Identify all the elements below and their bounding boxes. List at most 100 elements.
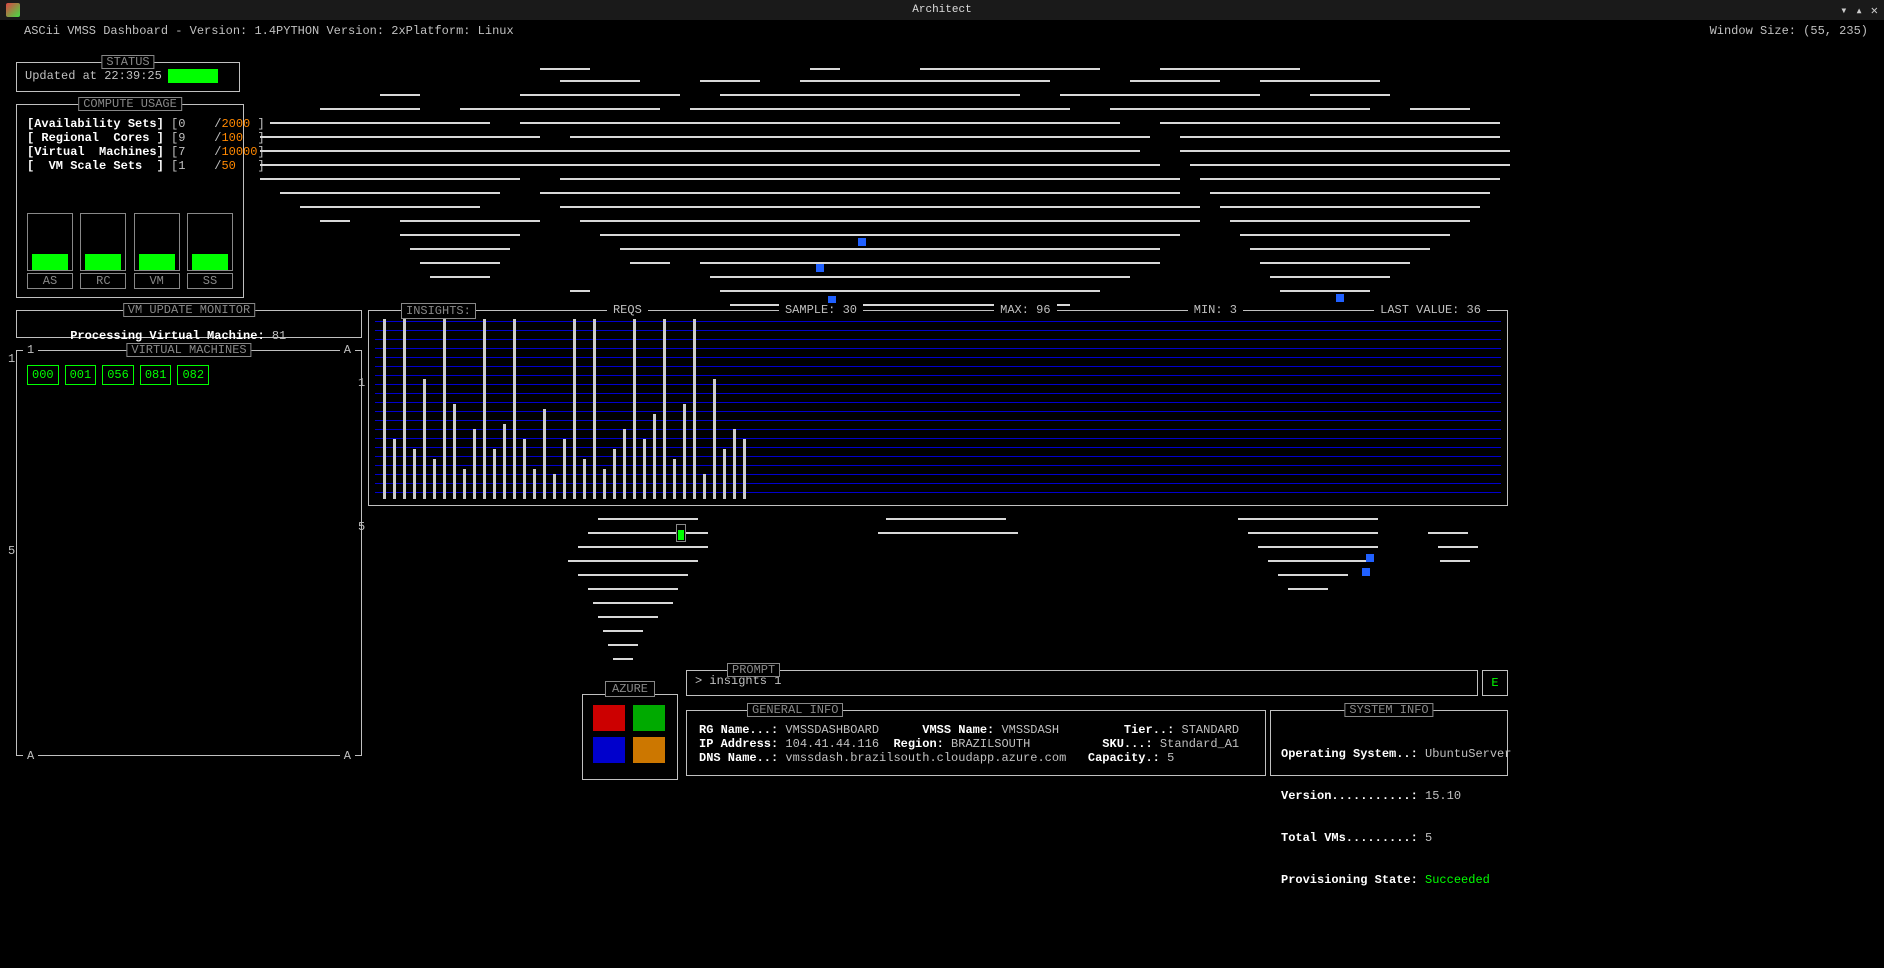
virtual-machines-panel: 1 VIRTUAL MACHINES A 000001056081082 A A bbox=[16, 350, 362, 756]
titlebar: Architect ▾ ▴ ✕ bbox=[0, 0, 1884, 20]
map-marker-icon bbox=[858, 238, 866, 246]
chart-bar bbox=[683, 404, 686, 499]
chart-bar bbox=[613, 449, 616, 499]
map-line bbox=[320, 220, 350, 222]
map-line bbox=[1438, 546, 1478, 548]
chart-bar bbox=[553, 474, 556, 499]
status-bar-icon bbox=[168, 69, 218, 83]
insights-last: LAST VALUE: 36 bbox=[1374, 303, 1487, 319]
system-tot-k: Total VMs.........: bbox=[1281, 831, 1418, 845]
window-title: Architect bbox=[912, 4, 971, 16]
map-line bbox=[540, 192, 1180, 194]
chart-bar bbox=[593, 319, 596, 499]
azure-color-swatch bbox=[593, 705, 625, 731]
map-line bbox=[1180, 136, 1500, 138]
map-line bbox=[1280, 290, 1370, 292]
vm-item[interactable]: 082 bbox=[177, 365, 209, 385]
map-line bbox=[588, 588, 678, 590]
map-line bbox=[1428, 532, 1468, 534]
chart-bar bbox=[723, 449, 726, 499]
map-line bbox=[260, 164, 1160, 166]
map-line bbox=[410, 248, 510, 250]
system-prov-k: Provisioning State: bbox=[1281, 873, 1418, 887]
map-line bbox=[800, 80, 1050, 82]
map-line bbox=[1180, 150, 1510, 152]
vm-item[interactable]: 001 bbox=[65, 365, 97, 385]
vm-update-value: 81 bbox=[272, 329, 286, 343]
map-line bbox=[1310, 94, 1390, 96]
map-line bbox=[380, 94, 420, 96]
map-line bbox=[520, 122, 1120, 124]
chart-bar bbox=[523, 439, 526, 499]
map-line bbox=[613, 658, 633, 660]
gauge-as: AS bbox=[27, 213, 73, 289]
map-line bbox=[420, 262, 500, 264]
map-line bbox=[593, 602, 673, 604]
map-line bbox=[603, 630, 643, 632]
map-line bbox=[578, 574, 688, 576]
dashboard-version: ASCii VMSS Dashboard - Version: 1.4 bbox=[24, 24, 276, 38]
map-line bbox=[300, 206, 480, 208]
gauge-ss: SS bbox=[187, 213, 233, 289]
chart-bar bbox=[503, 424, 506, 499]
map-line bbox=[878, 532, 1018, 534]
system-os-k: Operating System..: bbox=[1281, 747, 1418, 761]
map-line bbox=[320, 108, 420, 110]
location-marker-icon bbox=[676, 524, 686, 542]
gridline bbox=[375, 402, 1501, 403]
map-line bbox=[270, 122, 490, 124]
chart-bar bbox=[673, 459, 676, 499]
chart-bar bbox=[403, 319, 406, 499]
map-line bbox=[1110, 108, 1370, 110]
chart-bar bbox=[433, 459, 436, 499]
chart-bar bbox=[443, 319, 446, 499]
gridline bbox=[375, 348, 1501, 349]
status-title: STATUS bbox=[101, 55, 154, 69]
vm-item[interactable]: 081 bbox=[140, 365, 172, 385]
vm-item[interactable]: 056 bbox=[102, 365, 134, 385]
chart-bar bbox=[643, 439, 646, 499]
insights-panel: INSIGHTS: REQS SAMPLE: 30 MAX: 96 MIN: 3… bbox=[368, 310, 1508, 506]
chart-bar bbox=[693, 319, 696, 499]
chart-bar bbox=[633, 319, 636, 499]
map-marker-icon bbox=[816, 264, 824, 272]
maximize-icon[interactable]: ▴ bbox=[1856, 3, 1863, 18]
insights-side-marker-1: 1 bbox=[358, 376, 365, 390]
azure-color-swatch bbox=[593, 737, 625, 763]
chart-bar bbox=[653, 414, 656, 499]
map-line bbox=[580, 220, 1200, 222]
map-line bbox=[920, 68, 1100, 70]
vm-item[interactable]: 000 bbox=[27, 365, 59, 385]
azure-color-swatch bbox=[633, 737, 665, 763]
vm-top-left-tag: 1 bbox=[23, 343, 38, 357]
insights-min: MIN: 3 bbox=[1188, 303, 1243, 319]
system-tot-v: 5 bbox=[1425, 831, 1432, 845]
gridline bbox=[375, 357, 1501, 358]
gridline bbox=[375, 330, 1501, 331]
map-line bbox=[260, 136, 540, 138]
map-line bbox=[1210, 192, 1490, 194]
map-line bbox=[400, 220, 540, 222]
map-line bbox=[400, 234, 520, 236]
vm-update-label: Processing Virtual Machine: bbox=[70, 329, 264, 343]
map-line bbox=[260, 150, 1140, 152]
chart-bar bbox=[483, 319, 486, 499]
close-icon[interactable]: ✕ bbox=[1871, 3, 1878, 18]
compute-usage-panel: COMPUTE USAGE [Availability Sets] [0 /20… bbox=[16, 104, 244, 298]
map-line bbox=[460, 108, 660, 110]
prompt-panel[interactable]: PROMPT > insights 1 bbox=[686, 670, 1478, 696]
map-line bbox=[620, 248, 1160, 250]
compute-row: [ Regional Cores ] [9 /100 ] bbox=[27, 131, 233, 145]
python-version: PYTHON Version: 2x bbox=[276, 24, 406, 38]
map-line bbox=[700, 80, 760, 82]
map-marker-icon bbox=[1362, 568, 1370, 576]
gauge-vm: VM bbox=[134, 213, 180, 289]
minimize-icon[interactable]: ▾ bbox=[1840, 3, 1847, 18]
top-info-bar: ASCii VMSS Dashboard - Version: 1.4 PYTH… bbox=[0, 20, 1884, 38]
vm-update-title: VM UPDATE MONITOR bbox=[123, 303, 255, 317]
platform-label: Platform: Linux bbox=[406, 24, 514, 38]
system-prov-v: Succeeded bbox=[1425, 873, 1490, 887]
map-line bbox=[260, 178, 520, 180]
map-line bbox=[1288, 588, 1328, 590]
insights-side-marker-5: 5 bbox=[358, 520, 365, 534]
